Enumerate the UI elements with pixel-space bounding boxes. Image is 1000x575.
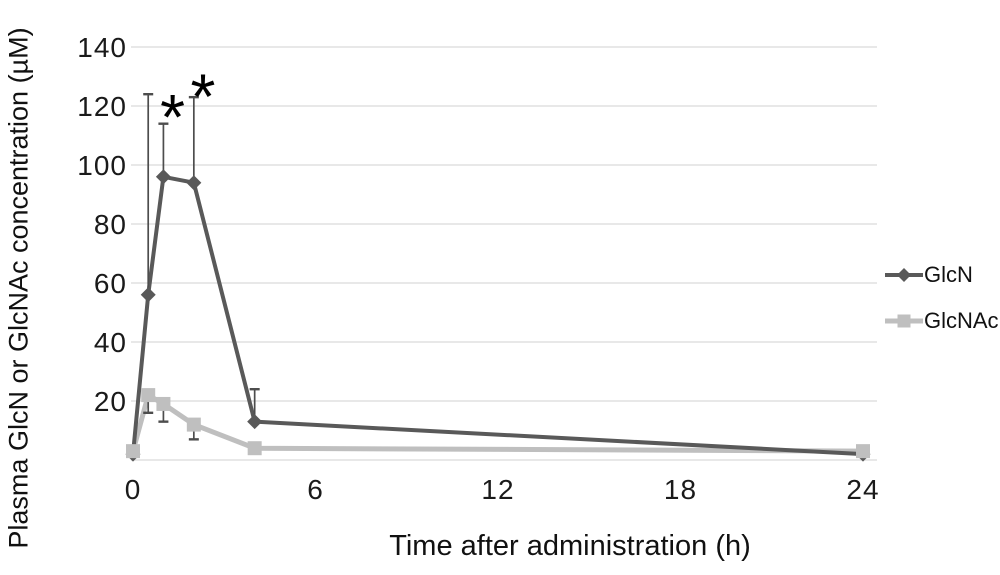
y-tick-label: 140 [77, 32, 127, 63]
data-point-GlcN [186, 175, 202, 191]
data-point-GlcN [247, 414, 263, 430]
x-axis-tick-labels: 0 6 12 18 24 [125, 474, 879, 505]
gridlines [131, 46, 877, 461]
significance-asterisk: * [191, 60, 216, 132]
y-tick-label: 40 [94, 327, 127, 358]
markers-GlcN [125, 169, 871, 462]
y-tick-label: 120 [77, 91, 127, 122]
markers-GlcNAc [126, 388, 870, 459]
x-tick-label: 24 [846, 474, 879, 505]
data-point-GlcNAc [156, 396, 171, 411]
y-tick-label: 60 [94, 268, 127, 299]
legend-entry-glcn: GlcN [884, 262, 999, 288]
legend: GlcN GlcNAc [884, 262, 999, 334]
series-line-GlcN [131, 174, 865, 457]
data-point-GlcNAc [186, 417, 201, 432]
data-point-GlcNAc [247, 441, 262, 456]
series-line-GlcNAc [130, 392, 866, 454]
error-bars-GlcN [143, 92, 260, 422]
legend-label-glcnac: GlcNAc [924, 308, 999, 333]
y-tick-label: 20 [94, 386, 127, 417]
y-tick-label: 100 [77, 150, 127, 181]
data-point-GlcNAc [141, 388, 156, 403]
y-tick-label: 80 [94, 209, 127, 240]
data-point-GlcNAc [126, 444, 140, 459]
y-axis-tick-labels: 20 40 60 80 100 120 140 [77, 32, 127, 417]
x-tick-label: 12 [481, 474, 514, 505]
data-point-GlcNAc [856, 444, 870, 459]
x-tick-label: 18 [664, 474, 697, 505]
data-point-GlcN [155, 169, 171, 185]
legend-label-glcn: GlcN [924, 262, 973, 287]
x-axis-title: Time after administration (h) [389, 530, 751, 562]
x-tick-label: 6 [307, 474, 324, 505]
data-point-GlcN [140, 287, 156, 303]
legend-entry-glcnac: GlcNAc [884, 308, 999, 334]
glcn-line-diamond-icon [885, 268, 923, 282]
significance-asterisk: * [160, 81, 185, 153]
glcnac-line-square-icon [885, 314, 923, 328]
x-tick-label: 0 [125, 474, 142, 505]
